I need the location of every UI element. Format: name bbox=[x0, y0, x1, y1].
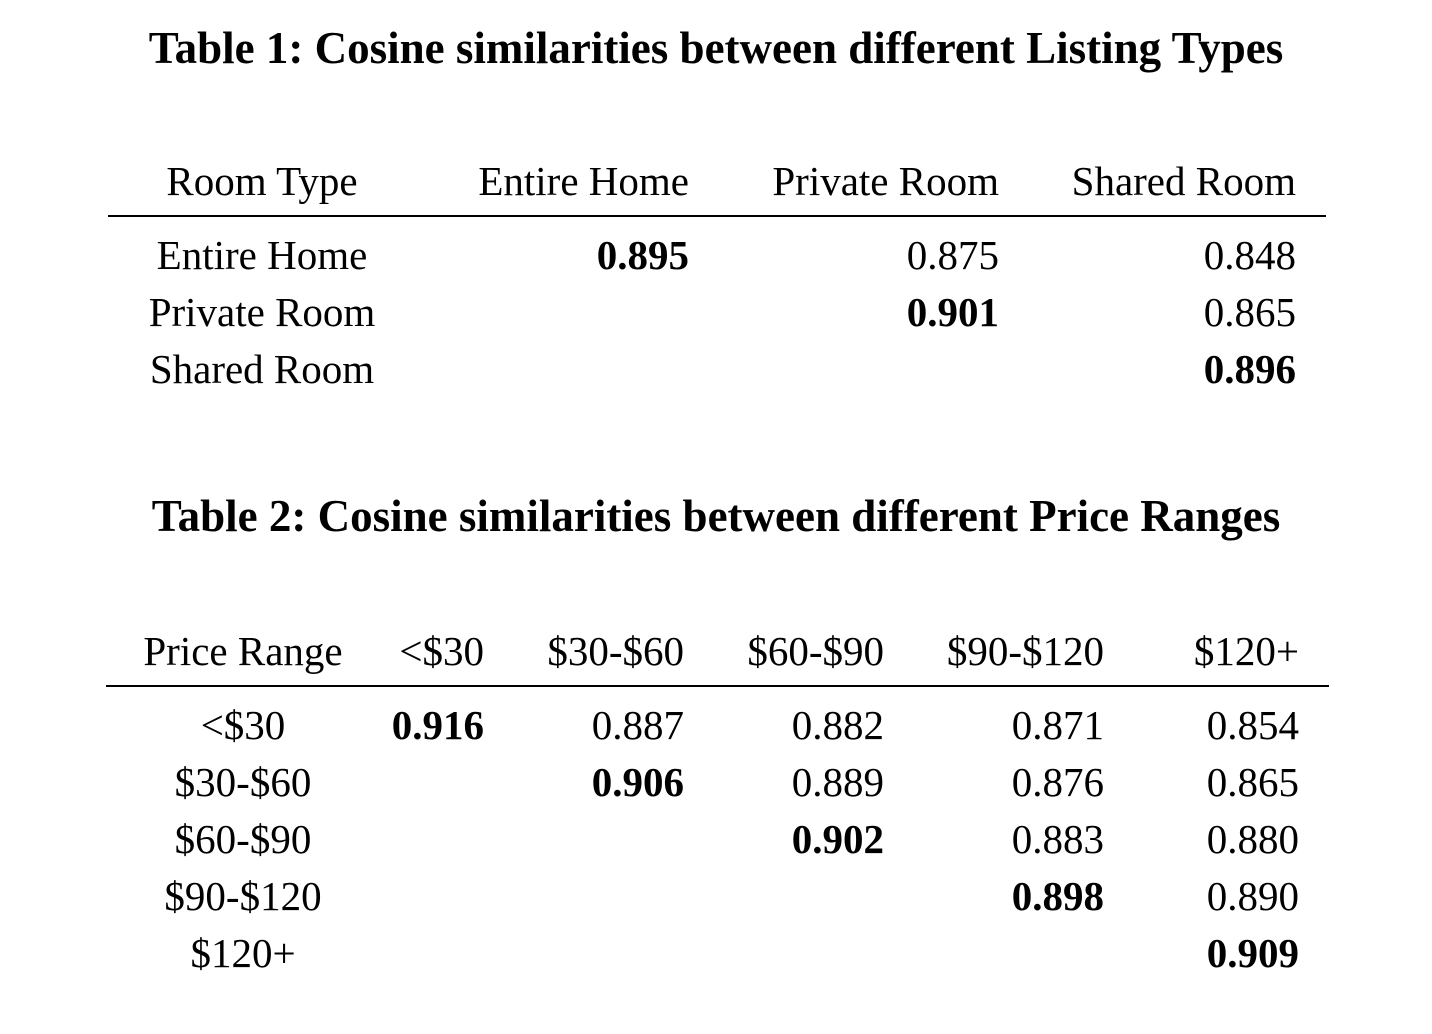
table-cell: 0.901 bbox=[906, 289, 999, 335]
price-ranges-table: Price Range <$30 $30-$60 $60-$90 $90-$12… bbox=[106, 616, 1329, 982]
column-header-120-plus: $120+ bbox=[1193, 627, 1299, 674]
table-row: <$30 0.916 0.887 0.882 0.871 0.854 bbox=[106, 686, 1329, 754]
table-cell bbox=[380, 811, 514, 868]
row-label: Shared Room bbox=[149, 346, 375, 392]
table-cell: 0.895 bbox=[596, 232, 689, 278]
table-cell: 0.909 bbox=[1206, 930, 1299, 976]
row-label: $60-$90 bbox=[174, 816, 312, 862]
table-cell: 0.906 bbox=[591, 759, 684, 805]
table-cell: 0.865 bbox=[1203, 289, 1296, 335]
row-label: $30-$60 bbox=[174, 759, 312, 805]
table-cell bbox=[714, 868, 914, 925]
row-label: $120+ bbox=[190, 930, 296, 976]
table-row: $120+ 0.909 bbox=[106, 925, 1329, 982]
table-row: Shared Room 0.896 bbox=[108, 341, 1326, 398]
table-cell bbox=[514, 811, 714, 868]
column-header-price-range: Price Range bbox=[143, 627, 343, 674]
table-cell bbox=[719, 341, 1029, 398]
table-cell bbox=[380, 925, 514, 982]
table-row: Private Room 0.901 0.865 bbox=[108, 284, 1326, 341]
table-cell: 0.876 bbox=[1011, 759, 1104, 805]
table-cell bbox=[714, 925, 914, 982]
column-header-under-30: <$30 bbox=[399, 627, 484, 674]
table-cell: 0.854 bbox=[1206, 702, 1299, 748]
table-header-row: Room Type Entire Home Private Room Share… bbox=[108, 146, 1326, 216]
table-cell bbox=[514, 868, 714, 925]
table-cell: 0.889 bbox=[791, 759, 884, 805]
table-cell bbox=[914, 925, 1134, 982]
table-cell: 0.882 bbox=[791, 702, 884, 748]
table-cell: 0.880 bbox=[1206, 816, 1299, 862]
table-cell: 0.916 bbox=[391, 702, 484, 748]
listing-types-table: Room Type Entire Home Private Room Share… bbox=[108, 146, 1326, 398]
table-cell bbox=[380, 754, 514, 811]
column-header-room-type: Room Type bbox=[166, 157, 358, 204]
column-header-entire-home: Entire Home bbox=[478, 157, 689, 204]
table1-caption: Table 1: Cosine similarities between dif… bbox=[148, 23, 1284, 73]
table-row: Entire Home 0.895 0.875 0.848 bbox=[108, 216, 1326, 284]
table-cell bbox=[416, 341, 719, 398]
table2-caption: Table 2: Cosine similarities between dif… bbox=[151, 491, 1281, 541]
column-header-shared-room: Shared Room bbox=[1071, 157, 1296, 204]
table-cell: 0.865 bbox=[1206, 759, 1299, 805]
table-row: $60-$90 0.902 0.883 0.880 bbox=[106, 811, 1329, 868]
table-cell: 0.896 bbox=[1203, 346, 1296, 392]
row-label: Entire Home bbox=[156, 232, 368, 278]
table-cell bbox=[514, 925, 714, 982]
table-cell: 0.887 bbox=[591, 702, 684, 748]
column-header-private-room: Private Room bbox=[772, 157, 999, 204]
column-header-60-90: $60-$90 bbox=[747, 627, 884, 674]
table-cell: 0.890 bbox=[1206, 873, 1299, 919]
table-cell: 0.848 bbox=[1203, 232, 1296, 278]
row-label: Private Room bbox=[148, 289, 376, 335]
table-cell: 0.898 bbox=[1011, 873, 1104, 919]
row-label: $90-$120 bbox=[164, 873, 322, 919]
row-label: <$30 bbox=[200, 702, 286, 748]
table-row: $90-$120 0.898 0.890 bbox=[106, 868, 1329, 925]
table-row: $30-$60 0.906 0.889 0.876 0.865 bbox=[106, 754, 1329, 811]
table-cell bbox=[416, 284, 719, 341]
table-header-row: Price Range <$30 $30-$60 $60-$90 $90-$12… bbox=[106, 616, 1329, 686]
table-cell: 0.871 bbox=[1011, 702, 1104, 748]
column-header-30-60: $30-$60 bbox=[547, 627, 684, 674]
table-cell: 0.875 bbox=[906, 232, 999, 278]
column-header-90-120: $90-$120 bbox=[946, 627, 1104, 674]
table-cell bbox=[380, 868, 514, 925]
table-cell: 0.883 bbox=[1011, 816, 1104, 862]
table-cell: 0.902 bbox=[791, 816, 884, 862]
